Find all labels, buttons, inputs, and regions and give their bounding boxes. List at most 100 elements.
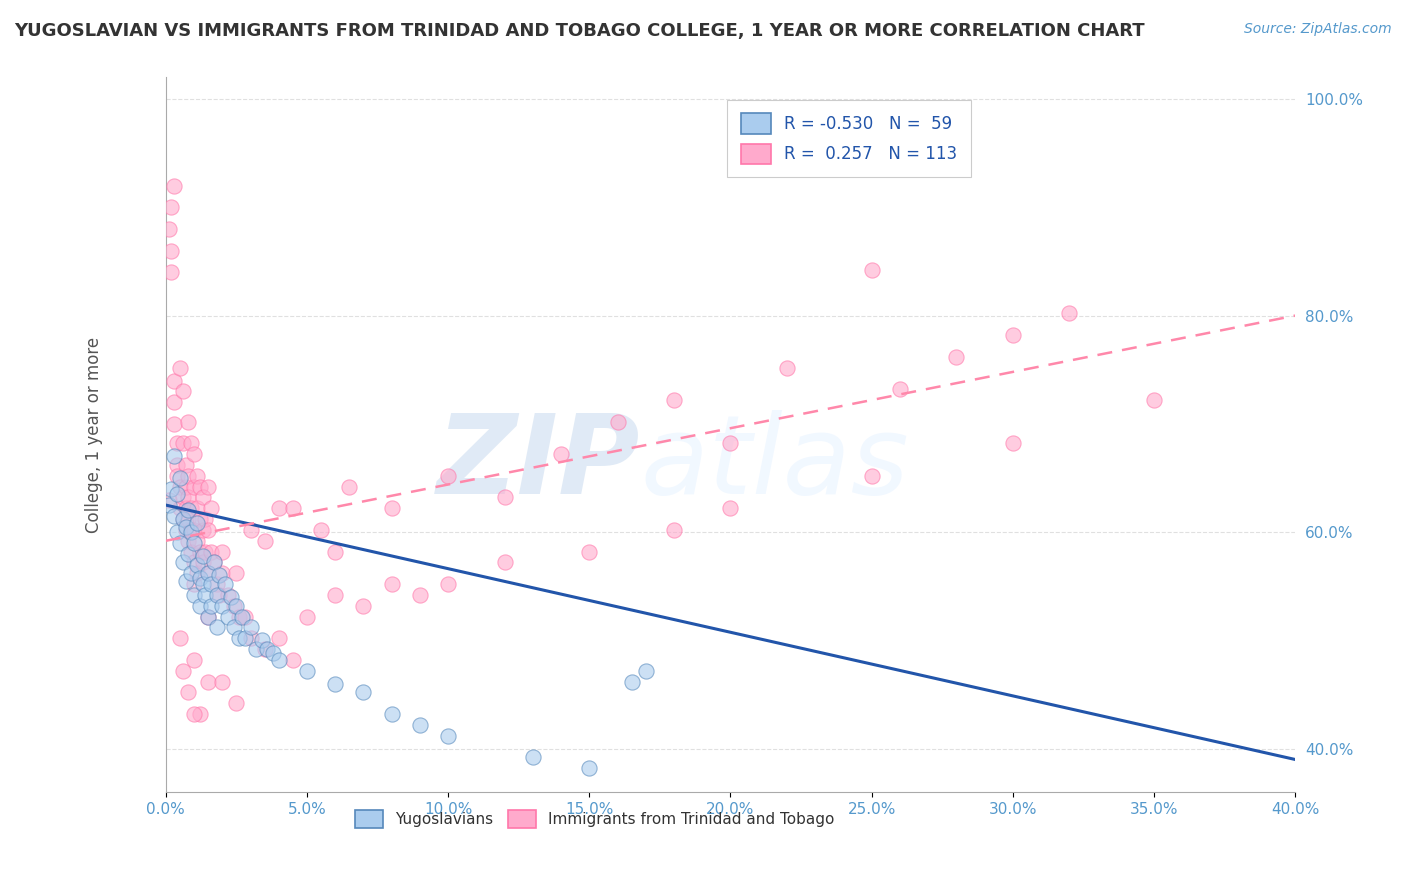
- Point: [197, 566, 219, 581]
- Point: [183, 523, 205, 537]
- Point: [160, 265, 183, 279]
- Text: Source: ZipAtlas.com: Source: ZipAtlas.com: [1244, 22, 1392, 37]
- Point: [169, 536, 191, 550]
- Point: [225, 696, 247, 710]
- Point: [180, 566, 202, 581]
- Point: [180, 525, 202, 540]
- Point: [163, 450, 186, 464]
- Point: [200, 577, 222, 591]
- Point: [172, 491, 194, 505]
- Point: [200, 544, 222, 558]
- Point: [180, 501, 202, 516]
- Point: [197, 523, 219, 537]
- Point: [183, 577, 205, 591]
- Point: [211, 566, 233, 581]
- Point: [166, 468, 188, 483]
- Point: [183, 556, 205, 570]
- Point: [180, 436, 202, 450]
- Point: [180, 523, 202, 537]
- Point: [256, 642, 278, 657]
- Point: [174, 519, 197, 533]
- Point: [208, 588, 231, 602]
- Text: ZIP: ZIP: [437, 409, 640, 516]
- Point: [233, 632, 256, 646]
- Point: [267, 501, 290, 516]
- Point: [188, 512, 211, 526]
- Point: [352, 685, 374, 699]
- Point: [177, 547, 200, 561]
- Point: [188, 480, 211, 494]
- Point: [1143, 392, 1166, 407]
- Point: [177, 512, 200, 526]
- Point: [166, 458, 188, 472]
- Point: [172, 664, 194, 678]
- Point: [180, 544, 202, 558]
- Point: [183, 480, 205, 494]
- Point: [253, 533, 276, 548]
- Point: [183, 706, 205, 721]
- Point: [163, 417, 186, 431]
- Point: [174, 501, 197, 516]
- Point: [174, 523, 197, 537]
- Point: [177, 503, 200, 517]
- Point: [262, 646, 284, 660]
- Point: [177, 491, 200, 505]
- Point: [239, 620, 262, 634]
- Point: [634, 664, 657, 678]
- Point: [860, 468, 883, 483]
- Point: [662, 392, 685, 407]
- Point: [219, 590, 242, 604]
- Point: [437, 729, 460, 743]
- Point: [250, 633, 273, 648]
- Point: [205, 577, 228, 591]
- Point: [225, 599, 247, 613]
- Point: [945, 847, 967, 862]
- Legend: Yugoslavians, Immigrants from Trinidad and Tobago: Yugoslavians, Immigrants from Trinidad a…: [349, 804, 841, 834]
- Point: [381, 501, 404, 516]
- Point: [194, 512, 217, 526]
- Point: [233, 609, 256, 624]
- Point: [183, 536, 205, 550]
- Point: [606, 415, 628, 429]
- Point: [194, 588, 217, 602]
- Point: [197, 566, 219, 581]
- Point: [166, 525, 188, 540]
- Point: [522, 750, 544, 764]
- Point: [160, 482, 183, 496]
- Point: [281, 501, 304, 516]
- Point: [409, 718, 432, 732]
- Point: [267, 653, 290, 667]
- Point: [409, 588, 432, 602]
- Point: [323, 544, 346, 558]
- Point: [337, 480, 360, 494]
- Point: [205, 588, 228, 602]
- Point: [776, 360, 799, 375]
- Point: [169, 632, 191, 646]
- Point: [239, 523, 262, 537]
- Point: [197, 674, 219, 689]
- Point: [202, 556, 225, 570]
- Point: [160, 200, 183, 214]
- Point: [253, 642, 276, 657]
- Point: [202, 556, 225, 570]
- Point: [177, 533, 200, 548]
- Point: [186, 501, 208, 516]
- Point: [172, 512, 194, 526]
- Point: [188, 706, 211, 721]
- Point: [620, 674, 643, 689]
- Point: [174, 458, 197, 472]
- Point: [194, 544, 217, 558]
- Point: [166, 487, 188, 501]
- Point: [860, 263, 883, 277]
- Point: [720, 501, 742, 516]
- Point: [295, 664, 318, 678]
- Point: [1001, 328, 1024, 343]
- Point: [578, 761, 600, 775]
- Point: [225, 566, 247, 581]
- Point: [217, 609, 239, 624]
- Point: [228, 632, 250, 646]
- Point: [222, 620, 245, 634]
- Point: [186, 533, 208, 548]
- Point: [183, 588, 205, 602]
- Point: [172, 384, 194, 399]
